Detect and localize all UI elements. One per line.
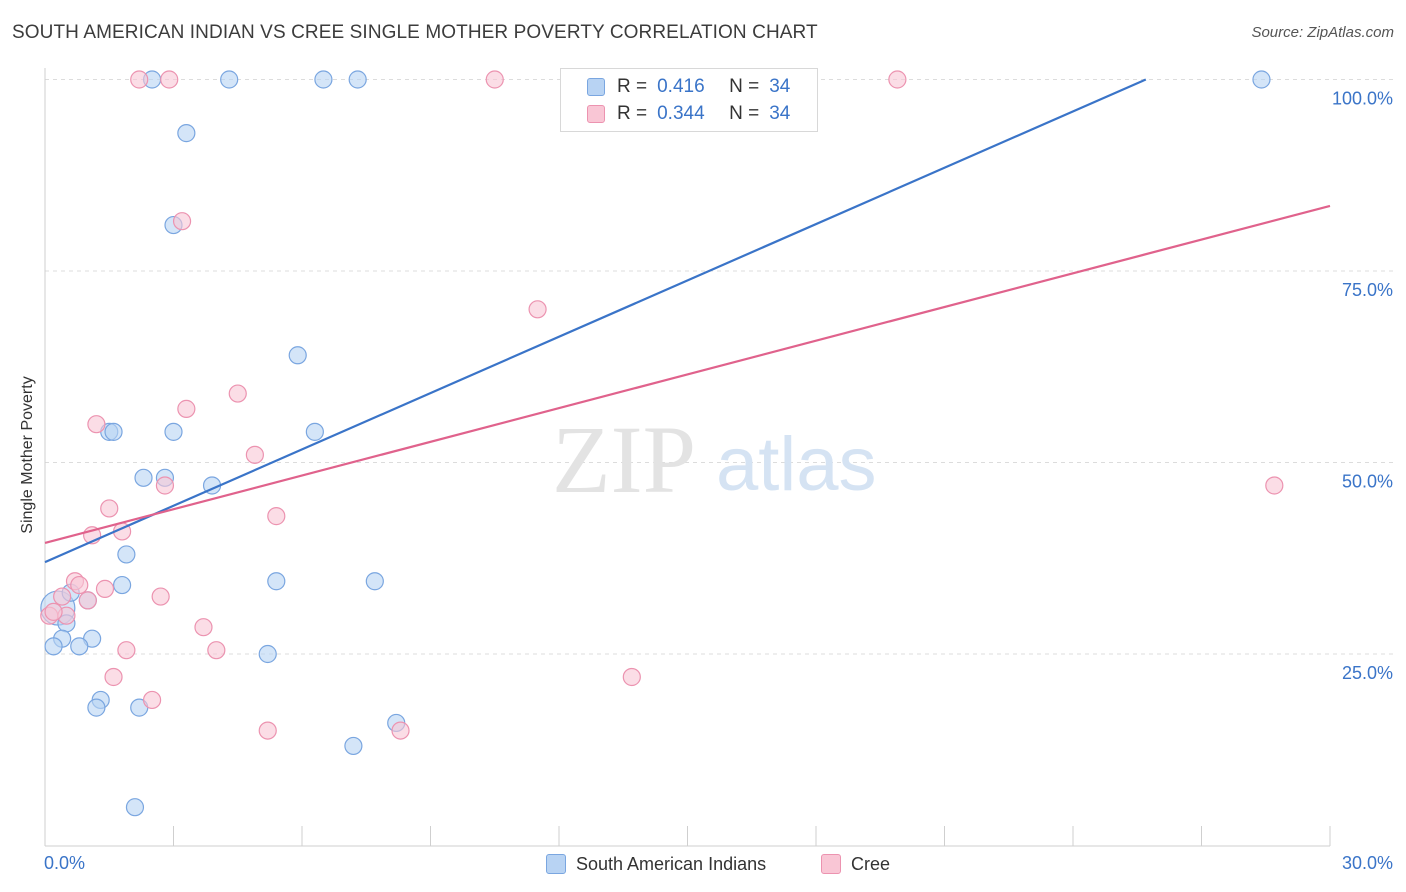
blue-swatch-icon xyxy=(546,854,566,874)
series-label: Cree xyxy=(851,853,891,874)
point-cree xyxy=(267,507,286,526)
trend-lines xyxy=(44,78,1331,564)
point-south-american-indians xyxy=(104,422,123,441)
point-south-american-indians xyxy=(87,698,106,717)
point-south-american-indians xyxy=(314,70,333,89)
pink-swatch-icon xyxy=(821,854,841,874)
trend-line-cree xyxy=(44,204,1331,544)
chart-title: SOUTH AMERICAN INDIAN VS CREE SINGLE MOT… xyxy=(12,22,818,43)
r-value: 0.344 xyxy=(657,103,705,124)
legend-row-south-american-indians: R = 0.416 N = 34 xyxy=(587,75,790,99)
point-south-american-indians xyxy=(258,644,277,664)
point-cree xyxy=(117,641,136,660)
n-label: N = xyxy=(729,76,760,97)
r-label: R = xyxy=(617,103,648,124)
point-south-american-indians xyxy=(117,545,136,564)
point-cree xyxy=(194,618,213,637)
point-cree xyxy=(151,587,170,606)
y-tick-label: 25.0% xyxy=(1342,663,1393,683)
n-label: N = xyxy=(729,103,760,124)
point-south-american-indians xyxy=(220,70,239,89)
point-south-american-indians xyxy=(112,575,132,595)
point-cree xyxy=(87,415,106,434)
n-value: 34 xyxy=(769,103,791,124)
point-cree xyxy=(207,641,226,660)
point-south-american-indians xyxy=(44,637,63,656)
r-label: R = xyxy=(617,76,648,97)
point-south-american-indians xyxy=(1252,70,1271,89)
point-cree xyxy=(70,575,89,595)
point-cree xyxy=(44,602,63,621)
watermark: ZIP atlas xyxy=(552,406,877,513)
series-label: South American Indians xyxy=(576,853,767,874)
point-cree xyxy=(160,70,179,89)
point-cree xyxy=(245,445,264,464)
blue-swatch-icon xyxy=(587,78,605,96)
point-cree xyxy=(172,212,192,231)
point-cree xyxy=(95,579,115,598)
pink-swatch-icon xyxy=(587,105,605,123)
series-legend-cree: Cree xyxy=(821,852,890,876)
point-south-american-indians xyxy=(164,422,183,441)
point-cree xyxy=(228,384,247,403)
point-cree xyxy=(485,70,504,89)
point-south-american-indians xyxy=(348,70,367,89)
legend-row-cree: R = 0.344 N = 34 xyxy=(587,102,790,126)
point-cree xyxy=(104,667,123,687)
point-south-american-indians xyxy=(365,572,384,591)
point-south-american-indians xyxy=(125,798,145,817)
source-credit: Source: ZipAtlas.com xyxy=(1251,24,1394,41)
point-cree xyxy=(177,399,196,418)
axes xyxy=(44,68,1331,847)
point-cree xyxy=(888,70,907,89)
x-tick-label: 30.0% xyxy=(1342,853,1393,873)
point-cree xyxy=(78,591,97,610)
point-cree xyxy=(53,587,72,606)
point-south-american-indians xyxy=(344,736,363,756)
y-tick-label: 75.0% xyxy=(1342,280,1393,300)
point-south-american-indians xyxy=(177,124,196,143)
n-value: 34 xyxy=(769,76,791,97)
correlation-legend: R = 0.416 N = 34 R = 0.344 N = 34 xyxy=(560,68,818,132)
data-points xyxy=(40,70,1284,817)
point-south-american-indians xyxy=(70,637,89,656)
x-tick-label: 0.0% xyxy=(44,853,85,873)
point-south-american-indians xyxy=(267,572,286,591)
point-cree xyxy=(1265,476,1284,495)
y-tick-label: 50.0% xyxy=(1342,472,1393,492)
point-cree xyxy=(528,300,547,319)
point-cree xyxy=(391,721,410,740)
r-value: 0.416 xyxy=(657,76,705,97)
point-cree xyxy=(100,499,119,518)
point-cree xyxy=(258,721,277,740)
y-tick-label: 100.0% xyxy=(1332,89,1393,109)
point-cree xyxy=(142,690,162,710)
point-cree xyxy=(622,667,641,687)
tick-labels: 25.0% 50.0% 75.0% 100.0% 0.0% 30.0% xyxy=(44,89,1393,874)
point-south-american-indians xyxy=(305,422,324,441)
point-south-american-indians xyxy=(288,346,307,365)
series-legend-south-american-indians: South American Indians xyxy=(546,852,766,876)
watermark-atlas: atlas xyxy=(716,422,877,507)
watermark-zip: ZIP xyxy=(552,406,696,513)
trend-line-south-american-indians xyxy=(44,78,1147,564)
point-cree xyxy=(130,70,149,89)
point-south-american-indians xyxy=(134,468,153,487)
point-cree xyxy=(155,476,175,495)
